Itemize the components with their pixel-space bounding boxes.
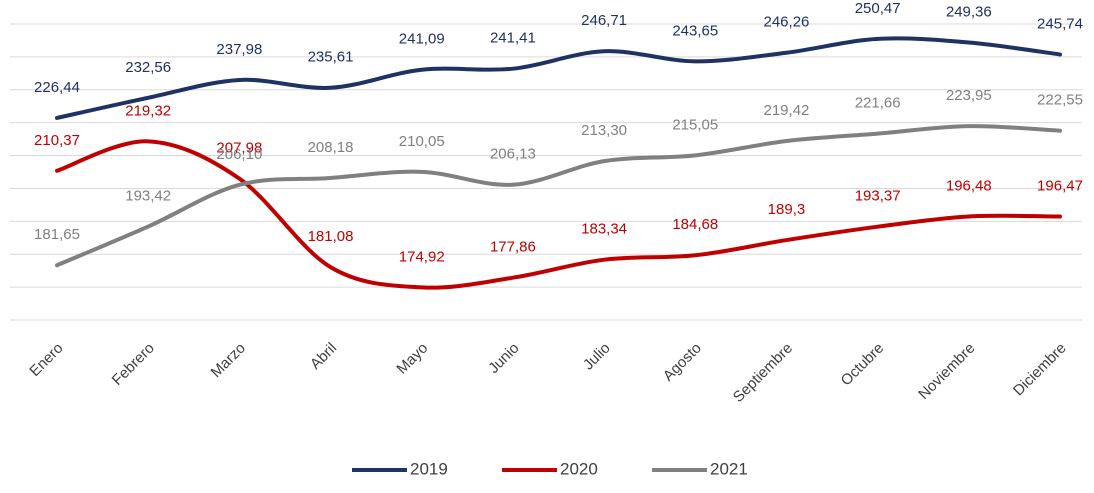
data-label: 245,74 [1037,15,1083,32]
x-tick-label: Agosto [660,340,705,385]
data-label: 215,05 [672,116,718,133]
x-tick-label: Marzo [208,340,249,381]
data-label: 210,37 [34,132,80,149]
data-label: 174,92 [399,248,445,265]
data-label: 193,37 [855,188,901,205]
legend-label: 2020 [560,459,598,478]
data-label: 183,34 [581,221,627,238]
data-label: 232,56 [125,59,171,76]
data-label: 249,36 [946,4,992,21]
data-label: 250,47 [855,0,901,17]
data-label: 246,71 [581,12,627,29]
data-label: 219,32 [125,102,171,119]
data-label: 181,08 [308,228,354,245]
data-label: 206,10 [216,146,262,163]
data-label: 237,98 [216,41,262,58]
data-label: 213,30 [581,122,627,139]
x-tick-label: Julio [580,340,614,374]
data-label: 241,41 [490,30,536,47]
data-label: 246,26 [764,14,810,31]
data-label: 177,86 [490,239,536,256]
x-tick-label: Febrero [109,340,158,389]
data-label: 196,48 [946,177,992,194]
x-tick-label: Noviembre [915,340,978,403]
x-tick-label: Junio [485,340,522,377]
x-tick-label: Septiembre [730,340,796,406]
legend-label: 2021 [710,459,748,478]
data-label: 181,65 [34,226,80,243]
data-label: 208,18 [308,139,354,156]
data-label: 221,66 [855,95,901,112]
legend-label: 2019 [410,459,448,478]
x-tick-label: Abril [307,340,340,373]
line [55,124,1062,268]
data-label: 206,13 [490,146,536,163]
data-label: 184,68 [672,216,718,233]
x-tick-label: Mayo [393,340,431,378]
data-label: 189,3 [768,201,806,218]
data-label: 243,65 [672,22,718,39]
line [55,139,1062,290]
data-label: 210,05 [399,133,445,150]
data-label: 193,42 [125,187,171,204]
data-label: 223,95 [946,87,992,104]
data-label: 207,98 [216,140,262,157]
data-label: 222,55 [1037,92,1083,109]
data-label: 219,42 [764,102,810,119]
x-tick-label: Enero [26,340,66,380]
data-label: 196,47 [1037,177,1083,194]
data-label: 241,09 [399,31,445,48]
data-label: 235,61 [308,49,354,66]
data-label: 226,44 [34,79,80,96]
x-tick-label: Octubre [838,340,888,390]
x-tick-label: Diciembre [1010,340,1070,400]
line [55,36,1062,120]
